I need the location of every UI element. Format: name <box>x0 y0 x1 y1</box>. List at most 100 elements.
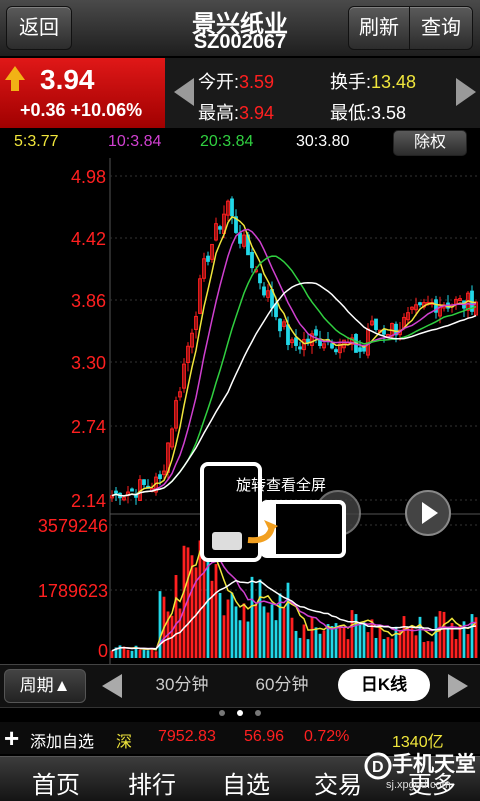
volume-bar <box>246 621 250 658</box>
volume-bar <box>470 614 474 658</box>
query-button[interactable]: 查询 <box>409 6 473 50</box>
index-value: 7952.83 <box>158 728 216 745</box>
candle <box>266 290 270 298</box>
volume-bar <box>322 630 326 658</box>
next-arrow-icon[interactable] <box>456 78 476 106</box>
volume-bar <box>414 635 418 658</box>
ma20-value: 20:3.84 <box>200 133 254 150</box>
open-label: 今开: <box>198 72 240 92</box>
turnover-value: 13.48 <box>371 72 417 92</box>
tab-more[interactable]: 更多 <box>408 772 456 799</box>
tab-ranking[interactable]: 排行 <box>128 772 176 799</box>
volume-bar <box>382 639 386 658</box>
volume-bar <box>422 642 426 658</box>
ma10-line <box>111 228 477 497</box>
volume-bar <box>194 567 198 658</box>
price-axis-labels: 4.98 4.42 3.86 3.30 2.74 2.14 <box>71 167 106 511</box>
period-prev-arrow-icon[interactable] <box>102 674 122 698</box>
volume-bar <box>270 604 274 658</box>
candle <box>302 338 306 351</box>
volume-bar <box>290 617 294 658</box>
tab-trade[interactable]: 交易 <box>314 772 362 799</box>
candle <box>234 216 238 233</box>
period-60min[interactable]: 60分钟 <box>255 675 309 694</box>
svg-text:D: D <box>372 759 384 776</box>
candle <box>410 306 414 310</box>
candle <box>198 278 202 314</box>
volume-bar <box>370 619 374 658</box>
add-watchlist-label[interactable]: 添加自选 <box>30 734 95 751</box>
watermark-logo-icon: D <box>364 752 392 780</box>
ex-rights-button[interactable]: 除权 <box>393 130 467 156</box>
volume-bar <box>430 641 434 658</box>
volume-bar <box>426 641 430 658</box>
back-button[interactable]: 返回 <box>6 6 72 50</box>
candle <box>374 318 378 330</box>
prev-arrow-icon[interactable] <box>174 78 194 106</box>
price-change: +0.36 +10.06% <box>20 100 143 120</box>
ma-row: 5:3.77 10:3.84 20:3.84 30:3.80 除权 <box>0 128 480 159</box>
period-next-arrow-icon[interactable] <box>448 674 468 698</box>
candle <box>330 343 334 349</box>
fullscreen-play-icon[interactable] <box>405 490 451 536</box>
candle <box>142 479 146 485</box>
volume-ma-lines <box>111 550 477 652</box>
volume-bar <box>182 545 186 658</box>
watermark-url: sj.xpgod.com <box>386 779 451 791</box>
candle <box>218 226 222 230</box>
volume-bar <box>214 564 218 658</box>
volume-ma20-line <box>111 579 477 652</box>
ma30-value: 30:3.80 <box>296 133 350 150</box>
volume-bar <box>374 637 378 658</box>
volume-bar <box>294 630 298 658</box>
volume-bar <box>250 576 254 658</box>
volume-bar <box>450 622 454 658</box>
volume-bar <box>286 582 290 658</box>
volume-bar <box>346 639 350 658</box>
page-dot-active <box>237 710 243 716</box>
tab-watchlist[interactable]: 自选 <box>222 772 270 799</box>
volume-bar <box>330 625 334 658</box>
market-label: 深 <box>116 734 133 751</box>
volume-bar <box>350 610 354 658</box>
volume-bar <box>138 649 142 658</box>
volume-bar <box>386 637 390 658</box>
candle <box>350 337 354 345</box>
volume-bar <box>438 611 442 658</box>
kline-chart[interactable]: 4.98 4.42 3.86 3.30 2.74 2.14 3579246 1789623 0 <box>0 158 480 664</box>
high-label: 最高: <box>198 103 240 123</box>
refresh-button[interactable]: 刷新 <box>348 6 410 50</box>
page-dot <box>219 710 225 716</box>
tab-home[interactable]: 首页 <box>32 772 80 799</box>
candle <box>306 338 310 343</box>
volume-bar <box>318 633 322 658</box>
candle <box>358 347 362 352</box>
candle <box>114 490 118 494</box>
volume-series <box>110 540 478 658</box>
rotate-phone-icon <box>200 462 346 562</box>
volume-bar <box>334 623 338 658</box>
volume-bar <box>446 629 450 658</box>
candle <box>210 243 214 260</box>
price-axis-label: 4.98 <box>71 167 106 187</box>
candle <box>190 332 194 348</box>
volume-bar <box>354 614 358 658</box>
period-bar: 周期▲ 30分钟 60分钟 日K线 <box>0 664 480 708</box>
volume-bar <box>190 555 194 658</box>
site-watermark: D 手机天堂 sj.xpgod.com <box>362 748 480 800</box>
volume-axis-label: 3579246 <box>38 516 108 536</box>
stock-code: SZ002067 <box>193 31 287 53</box>
rotate-fullscreen-hint[interactable]: 旋转查看全屏 <box>200 462 348 562</box>
period-daily[interactable]: 日K线 <box>338 669 430 701</box>
plus-icon[interactable]: + <box>4 723 20 753</box>
candle <box>178 391 182 398</box>
price-axis-label: 4.42 <box>71 229 106 249</box>
low-label: 最低: <box>330 103 372 123</box>
volume-bar <box>154 651 158 658</box>
period-button[interactable]: 周期▲ <box>4 669 86 703</box>
volume-bar <box>202 558 206 658</box>
volume-bar <box>466 634 470 658</box>
candle <box>282 321 286 327</box>
period-30min[interactable]: 30分钟 <box>155 675 209 694</box>
volume-bar <box>210 580 214 658</box>
